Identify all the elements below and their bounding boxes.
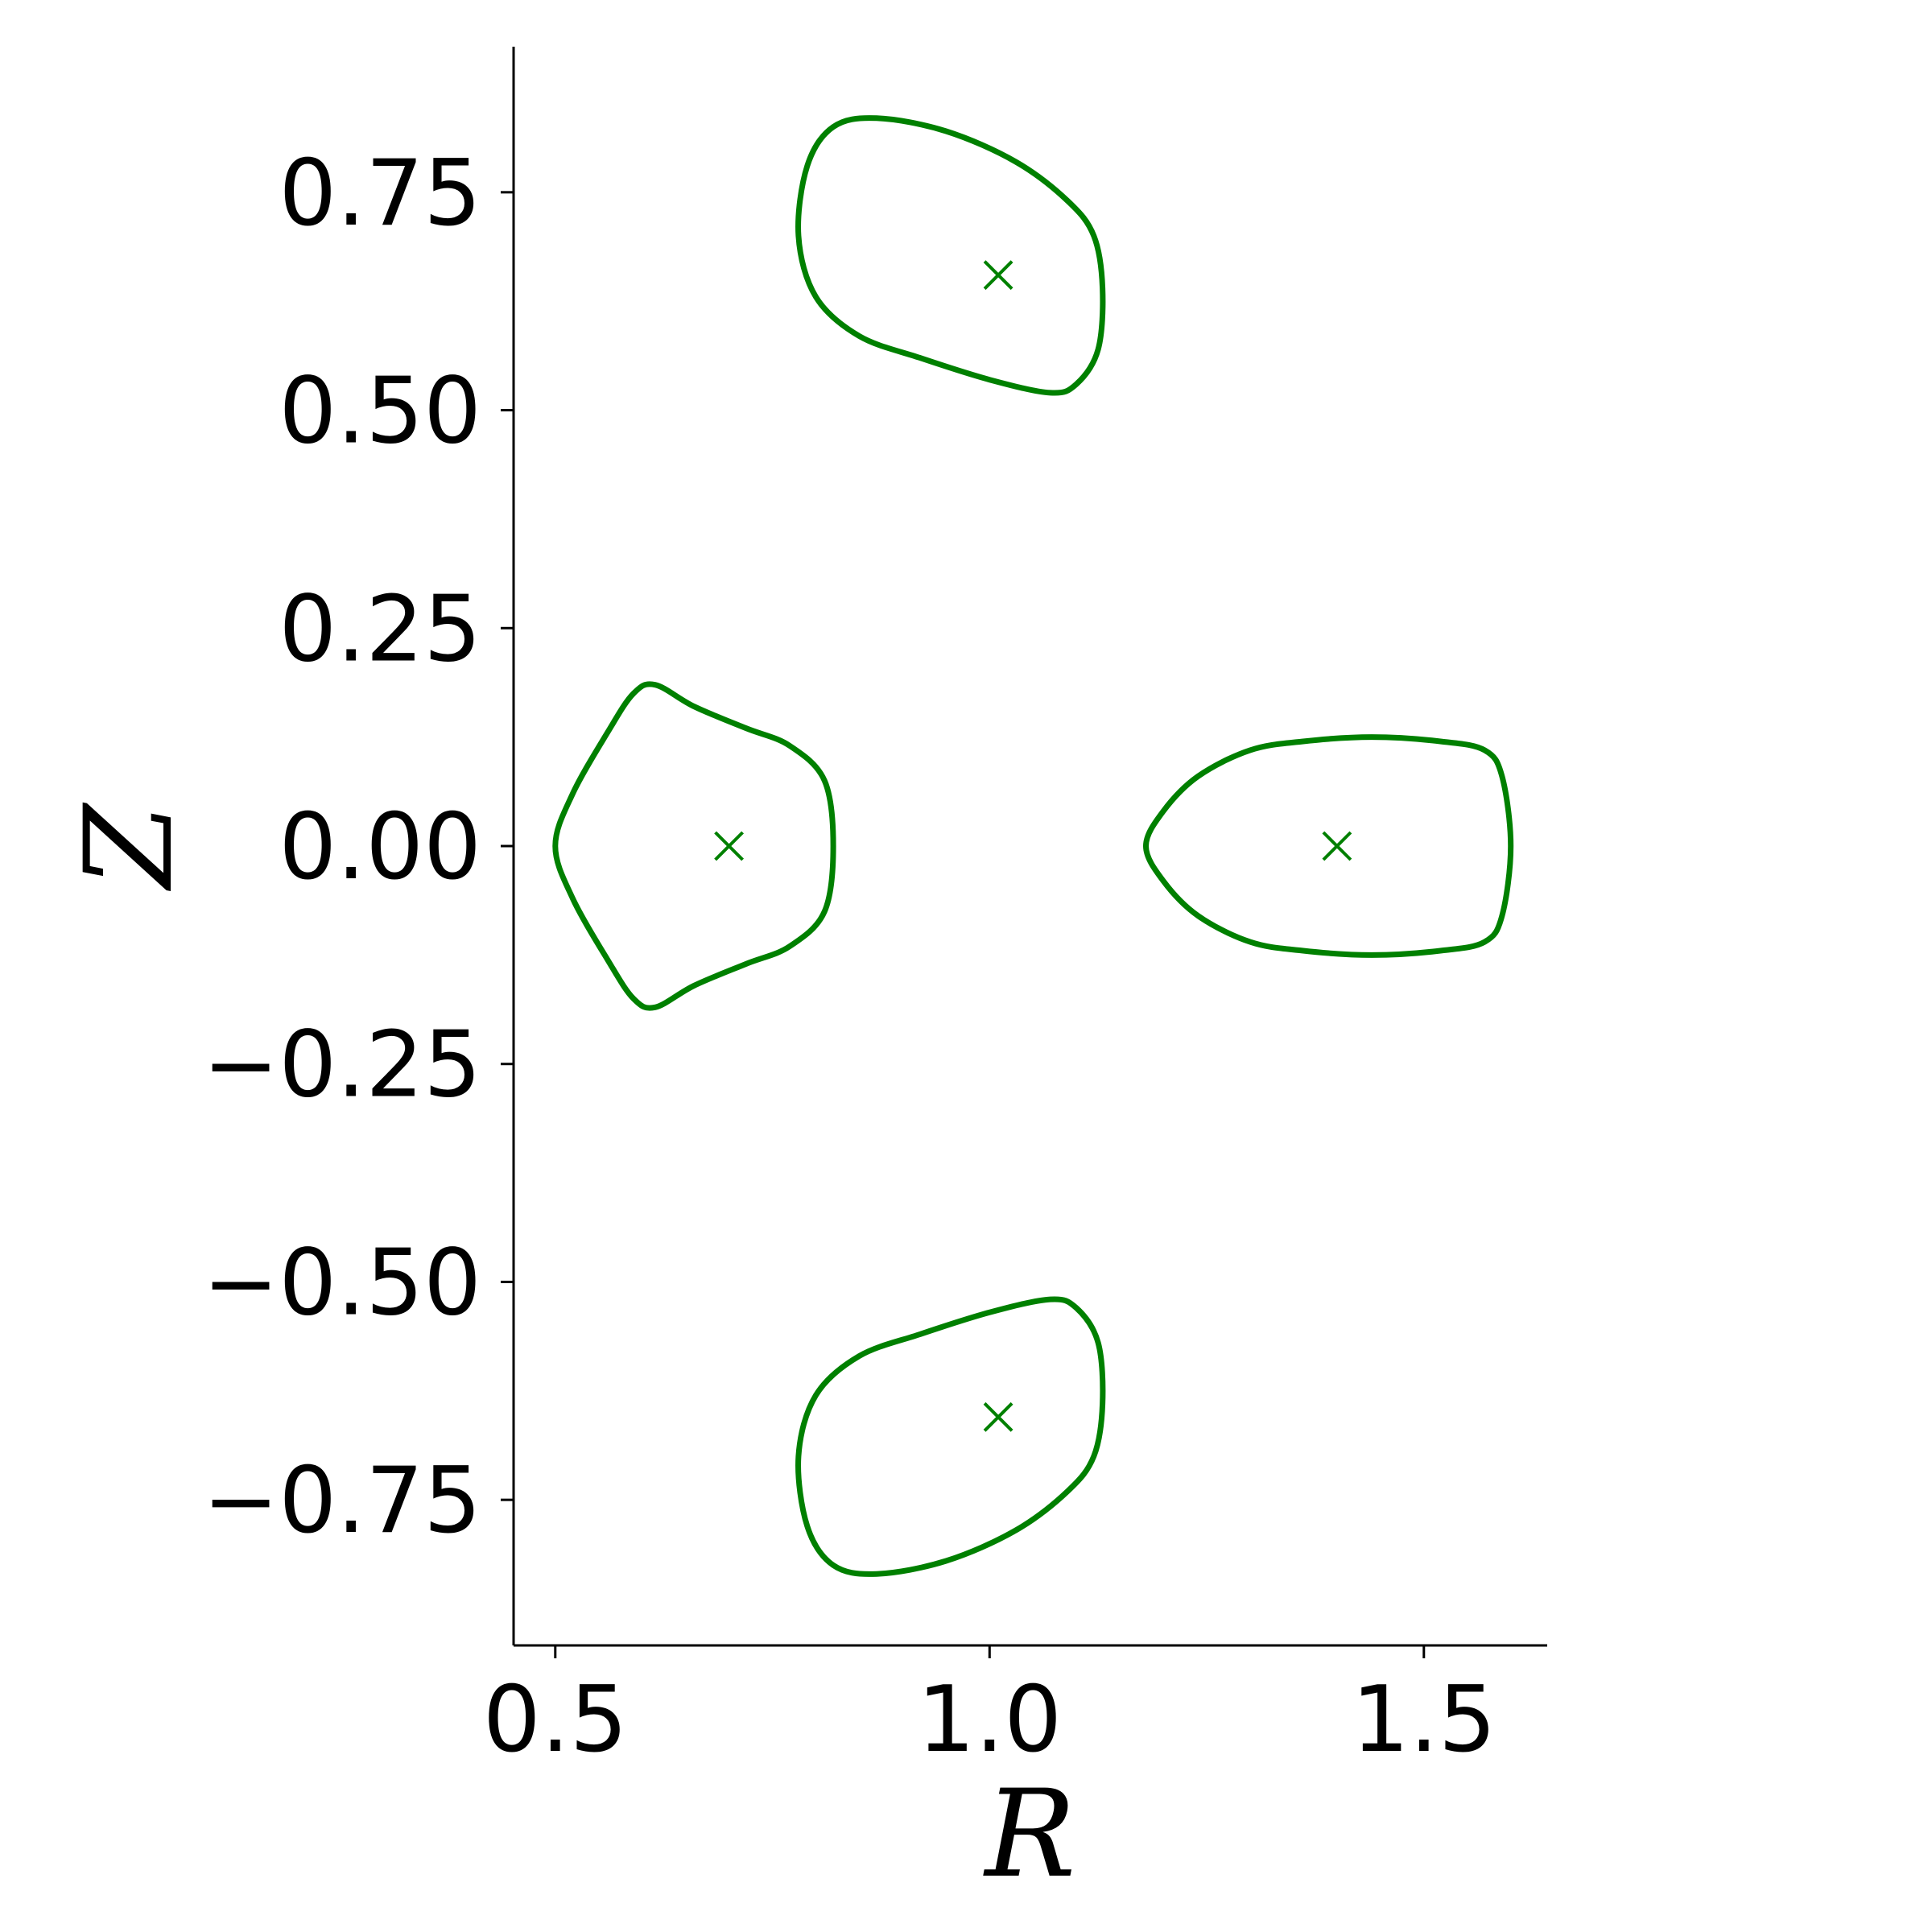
flux-surface-curve <box>795 115 1106 396</box>
x-marker <box>1322 831 1352 861</box>
y-axis-label: Z <box>60 802 200 891</box>
x-axis-label: R <box>983 1765 1076 1905</box>
y-tick-label: −0.50 <box>203 1229 481 1335</box>
y-ticks: 0.75 0.50 0.25 0.00 −0.25 −0.50 −0.75 <box>203 140 514 1554</box>
x-ticks: 0.5 1.0 1.5 <box>483 1645 1496 1773</box>
x-tick-label: 1.0 <box>917 1666 1062 1773</box>
y-tick-label: −0.75 <box>203 1447 481 1554</box>
x-marker <box>714 831 745 861</box>
x-marker <box>983 260 1013 291</box>
y-tick-label: 0.25 <box>279 576 481 682</box>
x-marker <box>983 1402 1013 1432</box>
x-tick-label: 1.5 <box>1352 1666 1496 1773</box>
plot-area <box>552 115 1514 1577</box>
flux-surface-curve <box>1142 734 1514 958</box>
y-tick-label: 0.00 <box>279 794 481 900</box>
flux-surface-curve <box>552 681 836 1011</box>
y-tick-label: 0.50 <box>279 358 481 464</box>
y-tick-label: 0.75 <box>279 140 481 246</box>
x-tick-label: 0.5 <box>483 1666 628 1773</box>
y-tick-label: −0.25 <box>203 1012 481 1118</box>
flux-surface-curve <box>795 1296 1106 1577</box>
